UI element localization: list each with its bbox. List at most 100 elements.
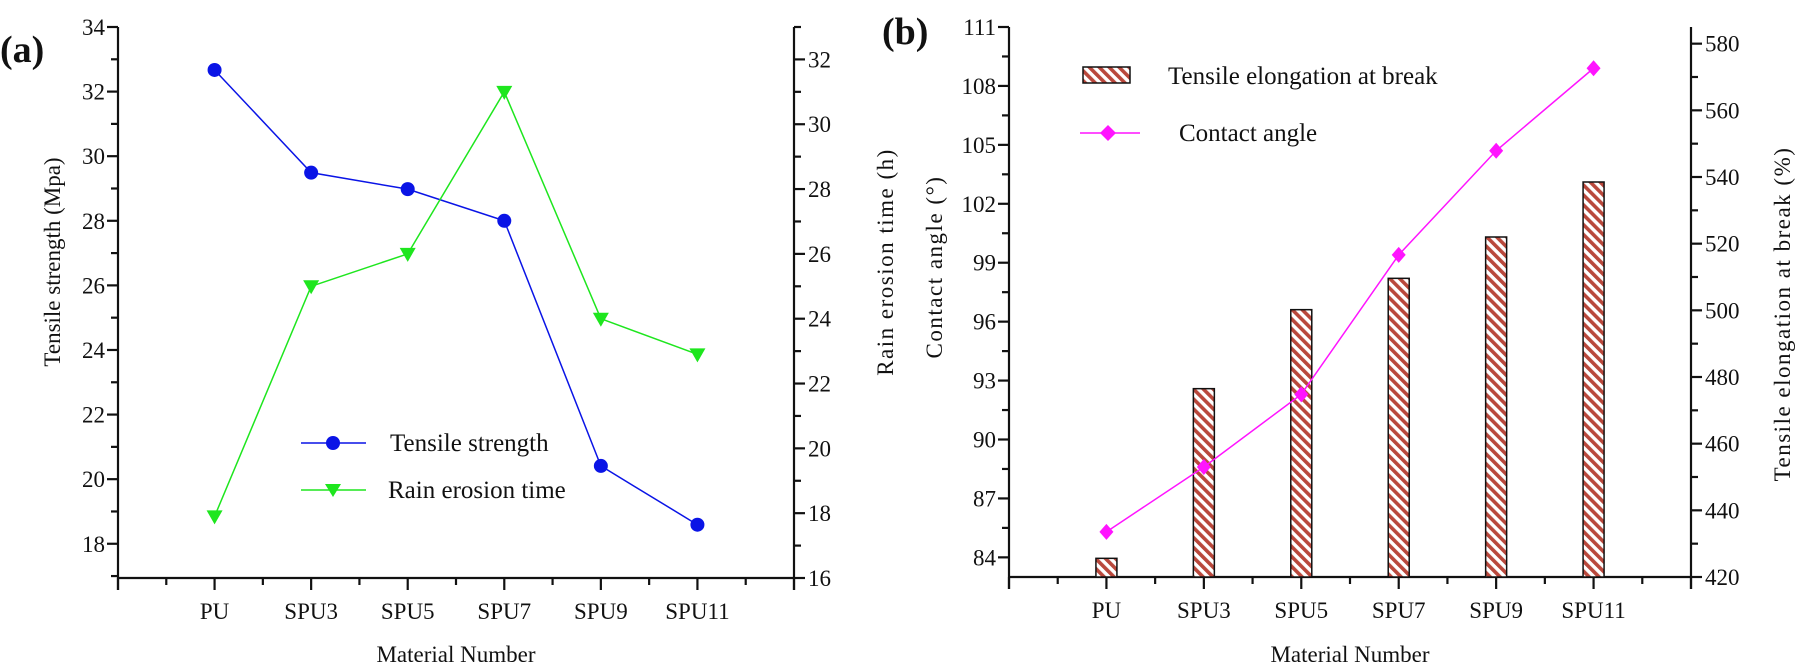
legend-a: Tensile strength Rain erosion time [301,430,566,504]
bar-tensile-elongation-at-break-spu11 [1582,181,1605,578]
x-tick-label: SPU9 [1469,598,1523,623]
y-left-tick-label: 34 [82,15,106,40]
legend-item-contact-angle: Contact angle [1080,120,1317,147]
x-label-b: Material Number [1270,642,1429,665]
point-rain-erosion-time-spu7 [496,85,513,100]
x-label-a: Material Number [376,642,535,665]
y-right-tick-label: 520 [1705,232,1740,257]
bar-tensile-elongation-at-break-spu9 [1484,236,1508,578]
x-tick-label: SPU7 [1372,598,1426,623]
x-tick-label: PU [1092,598,1122,623]
bar-tensile-elongation-at-break-spu7 [1387,277,1410,578]
y-right-tick-label: 560 [1705,98,1740,123]
triangle-down-marker-icon [325,484,341,497]
y-right-tick-label: 16 [808,566,831,591]
diamond-marker-icon [1100,125,1116,141]
y-left-tick-label: 32 [82,80,105,105]
x-tick-label: SPU7 [477,599,531,624]
plot-panel-a: PU SPU3 SPU5 SPU7 SPU9 SPU11 18 20 22 24 26 28 30 32 3… [82,15,832,624]
y-left-label-a: Tensile strength (Mpa) [40,157,65,366]
y-left-tick-label: 18 [82,532,105,557]
legend-item-rain-erosion-time: Rain erosion time [301,477,566,504]
y-right-tick-label: 18 [808,501,831,526]
point-rain-erosion-time-spu9 [592,312,609,327]
y-right-tick-label: 460 [1705,432,1740,457]
bar-tensile-elongation-at-break-spu3 [1192,387,1216,578]
point-contact-angle-spu3 [1196,459,1211,475]
y-right-label-a: Rain erosion time (h) [873,148,898,376]
y-right-tick-label: 26 [808,242,831,267]
line-tensile-strength [214,69,698,526]
y-right-tick-label: 20 [808,436,831,461]
point-contact-angle-spu9 [1489,142,1504,159]
x-tick-label: SPU11 [1561,598,1625,623]
y-left-tick-label: 26 [82,273,105,298]
line-contact-angle [1106,67,1595,533]
x-tick-label: SPU3 [1177,598,1231,623]
y-left-tick-label: 90 [973,428,996,453]
x-tick-label: SPU3 [284,599,338,624]
y-right-tick-label: 500 [1705,298,1740,323]
y-right-tick-label: 420 [1705,565,1740,590]
y-right-tick-label: 30 [808,112,831,137]
y-left-tick-label: 93 [973,369,996,394]
hatched-bar-swatch-icon [1082,66,1131,84]
bar-tensile-elongation-at-break-spu5 [1290,308,1313,578]
x-tick-label: PU [200,599,230,624]
point-rain-erosion-time-spu11 [689,348,706,363]
bar-tensile-elongation-at-break-pu [1095,557,1118,578]
y-left-tick-label: 22 [82,403,105,428]
plot-panel-b: PU SPU3 SPU5 SPU7 SPU9 SPU11 84 87 90 93 96 99 102 10… [962,15,1740,623]
y-right-tick-label: 540 [1705,165,1740,190]
y-left-tick-label: 111 [963,15,996,40]
point-tensile-strength-spu5 [400,182,415,197]
legend-item-tensile-elongation: Tensile elongation at break [1082,63,1438,90]
x-tick-label: SPU11 [665,599,729,624]
point-tensile-strength-spu3 [304,165,319,180]
point-contact-angle-spu11 [1586,60,1601,77]
legend-label-rain-erosion-time: Rain erosion time [388,477,566,504]
y-left-tick-label: 96 [973,310,996,335]
point-rain-erosion-time-pu [206,510,223,525]
point-contact-angle-spu5 [1294,386,1309,403]
y-right-tick-label: 440 [1705,498,1740,523]
panel-label-b: (b) [882,11,928,53]
legend-label-tensile-strength: Tensile strength [390,430,549,457]
y-left-tick-label: 108 [962,74,997,99]
y-right-tick-label: 480 [1705,365,1740,390]
panel-label-a: (a) [0,29,44,71]
point-tensile-strength-spu7 [497,213,512,228]
y-right-tick-label: 580 [1705,32,1740,57]
point-rain-erosion-time-spu5 [399,247,416,262]
y-left-tick-label: 20 [82,467,105,492]
line-rain-erosion-time [213,90,698,517]
y-right-tick-label: 32 [808,47,831,72]
y-right-tick-label: 28 [808,177,831,202]
legend-label-contact-angle: Contact angle [1179,120,1317,147]
circle-marker-icon [326,436,340,450]
x-tick-label: SPU5 [1274,598,1328,623]
legend-b: Tensile elongation at break Contact angl… [1080,63,1438,147]
y-left-tick-label: 87 [973,486,996,511]
y-left-tick-label: 30 [82,144,105,169]
y-left-tick-label: 105 [962,133,997,158]
x-tick-label: SPU9 [574,599,628,624]
point-contact-angle-spu7 [1391,246,1406,263]
point-contact-angle-pu [1099,523,1114,540]
point-tensile-strength-pu [207,62,222,77]
y-left-tick-label: 102 [962,192,997,217]
y-left-tick-label: 99 [973,251,996,276]
y-right-tick-label: 24 [808,307,832,332]
legend-item-tensile-strength: Tensile strength [301,430,549,457]
point-tensile-strength-spu11 [690,517,705,532]
x-tick-label: SPU5 [381,599,435,624]
y-left-tick-label: 84 [973,545,997,570]
y-left-label-b: Contact angle (°) [922,176,947,359]
point-tensile-strength-spu9 [593,458,608,473]
y-right-tick-label: 22 [808,372,831,397]
legend-label-tensile-elongation: Tensile elongation at break [1168,63,1438,90]
y-left-tick-label: 24 [82,338,106,363]
point-rain-erosion-time-spu3 [303,280,320,295]
y-right-label-b: Tensile elongation at break (%) [1770,147,1795,482]
